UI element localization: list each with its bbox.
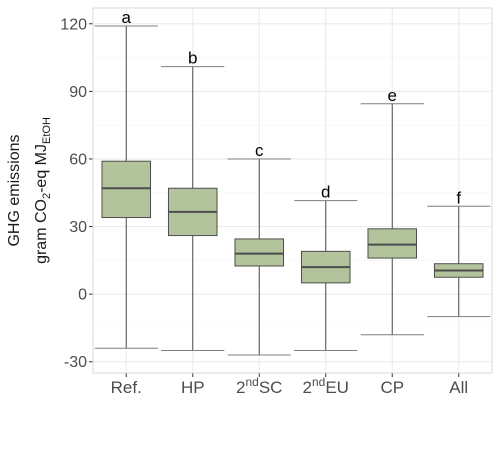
box-iqr — [234, 238, 285, 267]
box-ref: a — [94, 8, 158, 349]
y-tick-label: -30 — [64, 354, 87, 371]
box-cp: e — [360, 86, 424, 336]
x-tick-label: HP — [181, 378, 205, 397]
box-iqr — [101, 160, 152, 219]
significance-letter: f — [456, 188, 461, 207]
x-tick-label: CP — [380, 378, 404, 397]
significance-letter: d — [321, 183, 330, 202]
x-tick-label: Ref. — [111, 378, 142, 397]
significance-letter: e — [388, 86, 397, 105]
x-axis-ticks: Ref. HP 2ndSC 2ndEU CP All — [111, 373, 468, 397]
y-tick-label: 60 — [69, 151, 87, 168]
y-tick-label: 30 — [69, 219, 87, 236]
y-tick-label: 0 — [78, 287, 87, 304]
boxes: a b c d e f — [94, 8, 491, 356]
box-hp: b — [161, 49, 225, 351]
x-tick-label: 2ndSC — [236, 375, 282, 397]
y-axis-title: GHG emissions gram CO2-eq MJEtOH — [6, 117, 53, 264]
significance-letter: b — [188, 49, 197, 68]
box-2sc: c — [227, 141, 291, 356]
box-iqr — [367, 228, 418, 259]
y-axis-title-line1: GHG emissions — [6, 134, 23, 246]
y-axis-title-line2: gram CO2-eq MJEtOH — [33, 117, 53, 264]
y-tick-label: 90 — [69, 84, 87, 101]
y-axis-ticks: 120 90 60 30 0 -30 — [60, 16, 93, 371]
box-2eu: d — [294, 183, 358, 351]
x-tick-label: All — [449, 378, 468, 397]
significance-letter: c — [255, 141, 264, 160]
box-all: f — [427, 188, 491, 318]
x-tick-label: 2ndEU — [303, 375, 349, 397]
significance-letter: a — [122, 8, 132, 27]
y-tick-label: 120 — [60, 16, 87, 33]
panel-border — [92, 7, 493, 374]
